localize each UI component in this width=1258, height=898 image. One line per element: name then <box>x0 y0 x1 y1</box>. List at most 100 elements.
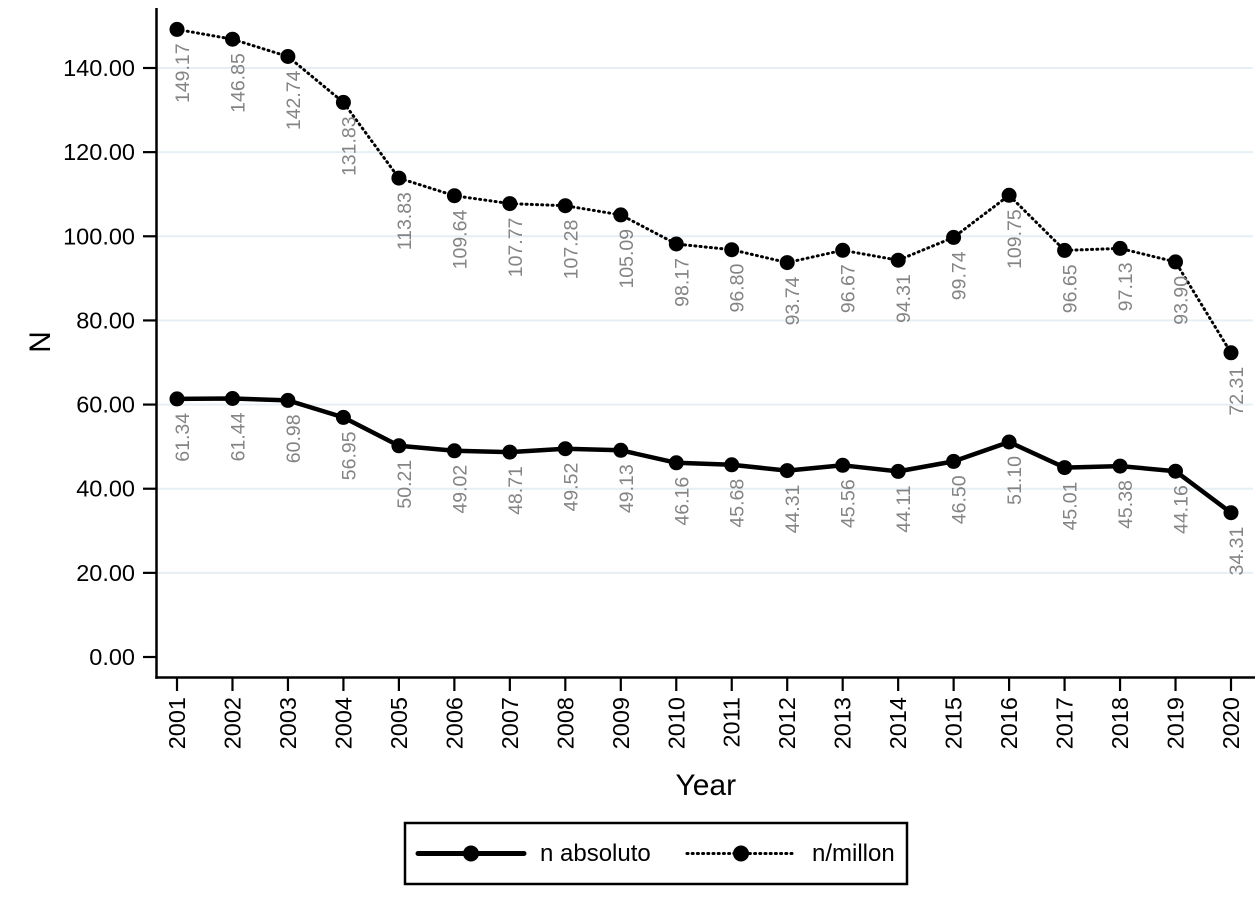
data-point-marker-n-millon <box>1223 345 1239 361</box>
x-axis-title: Year <box>675 769 736 802</box>
point-label-n-millon: 98.17 <box>671 258 693 307</box>
data-point-marker-n-millon <box>391 170 407 186</box>
point-label-n-absoluto: 49.13 <box>616 464 638 513</box>
point-label-n-absoluto: 46.16 <box>671 477 693 526</box>
x-tick-label: 2008 <box>552 697 578 749</box>
x-tick-label: 2002 <box>219 697 245 749</box>
x-tick-label: 2012 <box>774 697 800 749</box>
point-label-n-millon: 149.17 <box>172 43 194 103</box>
x-tick-label: 2011 <box>719 697 745 748</box>
data-point-marker-n-millon <box>169 21 185 37</box>
point-label-n-absoluto: 56.95 <box>338 431 360 480</box>
data-point-marker-n-millon <box>835 242 851 258</box>
point-label-n-absoluto: 45.68 <box>727 479 749 528</box>
data-point-marker-n-absoluto <box>779 463 795 479</box>
point-label-n-absoluto: 51.10 <box>1004 456 1026 505</box>
point-label-n-absoluto: 44.31 <box>782 485 804 534</box>
point-label-n-millon: 96.65 <box>1060 264 1082 313</box>
legend-item-n-millon: n/millon <box>685 840 895 867</box>
data-point-marker-n-millon <box>613 207 629 223</box>
data-point-marker-n-millon <box>225 31 240 47</box>
y-axis-title: N <box>24 331 57 353</box>
point-label-n-absoluto: 60.98 <box>283 414 305 463</box>
y-tick-label: 0.00 <box>89 644 135 670</box>
point-label-n-millon: 94.31 <box>893 274 915 323</box>
point-label-n-absoluto: 61.44 <box>228 412 250 461</box>
gridlines <box>158 67 1253 574</box>
data-point-marker-n-millon <box>1001 187 1017 203</box>
legend-label: n/millon <box>812 840 895 867</box>
legend: n absoluto n/millon <box>403 821 909 886</box>
data-point-marker-n-millon <box>1168 254 1183 270</box>
point-label-n-absoluto: 48.71 <box>505 466 527 515</box>
point-label-n-millon: 107.77 <box>505 218 527 278</box>
data-point-marker-n-absoluto <box>446 443 462 459</box>
legend-label: n absoluto <box>540 840 651 867</box>
point-label-n-absoluto: 61.34 <box>172 413 194 462</box>
x-tick-label: 2007 <box>497 697 523 749</box>
point-label-n-absoluto: 50.21 <box>394 460 416 509</box>
point-label-n-millon: 99.74 <box>949 251 971 300</box>
data-point-marker-n-absoluto <box>1057 460 1073 476</box>
data-point-marker-n-absoluto <box>502 444 518 460</box>
y-axis-ticks: 0.00 20.00 40.00 60.00 80.00 100.00 120.00 140.… <box>63 55 157 670</box>
data-point-marker-n-millon <box>335 94 351 110</box>
data-point-marker-n-absoluto <box>724 457 740 473</box>
data-point-marker-n-absoluto <box>1223 505 1239 521</box>
legend-item-n-absoluto: n absoluto <box>415 840 651 867</box>
y-tick-label: 20.00 <box>76 560 135 586</box>
x-axis-ticks: 2001 2002 2003 2004 2005 2006 2007 2008 2009 2010… <box>164 678 1244 749</box>
point-label-n-absoluto: 45.38 <box>1115 480 1137 529</box>
legend-marker <box>463 845 479 862</box>
data-point-marker-n-millon <box>1112 240 1128 256</box>
point-label-n-absoluto: 49.02 <box>449 465 471 514</box>
data-point-marker-n-millon <box>724 242 740 258</box>
point-label-n-absoluto: 44.16 <box>1171 485 1193 534</box>
data-point-marker-n-millon <box>280 49 296 64</box>
x-tick-label: 2005 <box>386 697 412 749</box>
point-label-n-millon: 72.31 <box>1226 367 1248 416</box>
x-tick-label: 2004 <box>330 697 356 749</box>
data-point-marker-n-millon <box>557 198 573 214</box>
data-point-marker-n-absoluto <box>335 409 351 425</box>
point-label-n-millon: 107.28 <box>560 220 582 280</box>
x-tick-label: 2018 <box>1107 697 1133 749</box>
y-tick-label: 80.00 <box>76 307 135 333</box>
point-label-n-millon: 96.67 <box>838 264 860 313</box>
point-label-n-millon: 113.83 <box>394 192 416 250</box>
point-label-n-millon: 93.74 <box>782 276 804 325</box>
point-label-n-millon: 105.09 <box>616 229 638 289</box>
point-label-n-millon: 97.13 <box>1115 262 1137 311</box>
point-label-n-absoluto: 34.31 <box>1226 527 1248 576</box>
data-point-marker-n-absoluto <box>668 455 684 471</box>
legend-marker <box>733 845 749 862</box>
y-tick-label: 40.00 <box>76 476 135 502</box>
data-point-marker-n-absoluto <box>557 441 573 457</box>
point-label-n-absoluto: 45.01 <box>1060 482 1082 531</box>
y-tick-label: 120.00 <box>63 139 135 165</box>
x-tick-label: 2015 <box>941 697 967 749</box>
data-point-marker-n-millon <box>502 196 518 212</box>
x-tick-label: 2009 <box>608 697 634 749</box>
data-point-marker-n-absoluto <box>280 392 296 408</box>
y-tick-label: 100.00 <box>63 223 135 249</box>
x-tick-label: 2010 <box>663 697 689 749</box>
axes <box>155 8 1255 679</box>
point-label-n-absoluto: 49.52 <box>560 463 582 512</box>
point-label-n-absoluto: 45.56 <box>838 479 860 528</box>
x-tick-label: 2019 <box>1163 697 1189 749</box>
data-point-marker-n-millon <box>668 236 684 252</box>
x-tick-label: 2006 <box>441 697 467 749</box>
point-label-n-millon: 142.74 <box>283 70 305 130</box>
y-tick-label: 60.00 <box>76 392 135 418</box>
series-line-n-millon <box>175 27 1233 355</box>
data-point-marker-n-millon <box>779 255 795 271</box>
data-point-marker-n-absoluto <box>225 391 240 406</box>
point-label-n-absoluto: 44.11 <box>893 485 915 532</box>
data-point-marker-n-absoluto <box>1168 463 1183 479</box>
x-tick-label: 2017 <box>1052 697 1078 749</box>
point-label-n-millon: 93.90 <box>1171 276 1193 325</box>
